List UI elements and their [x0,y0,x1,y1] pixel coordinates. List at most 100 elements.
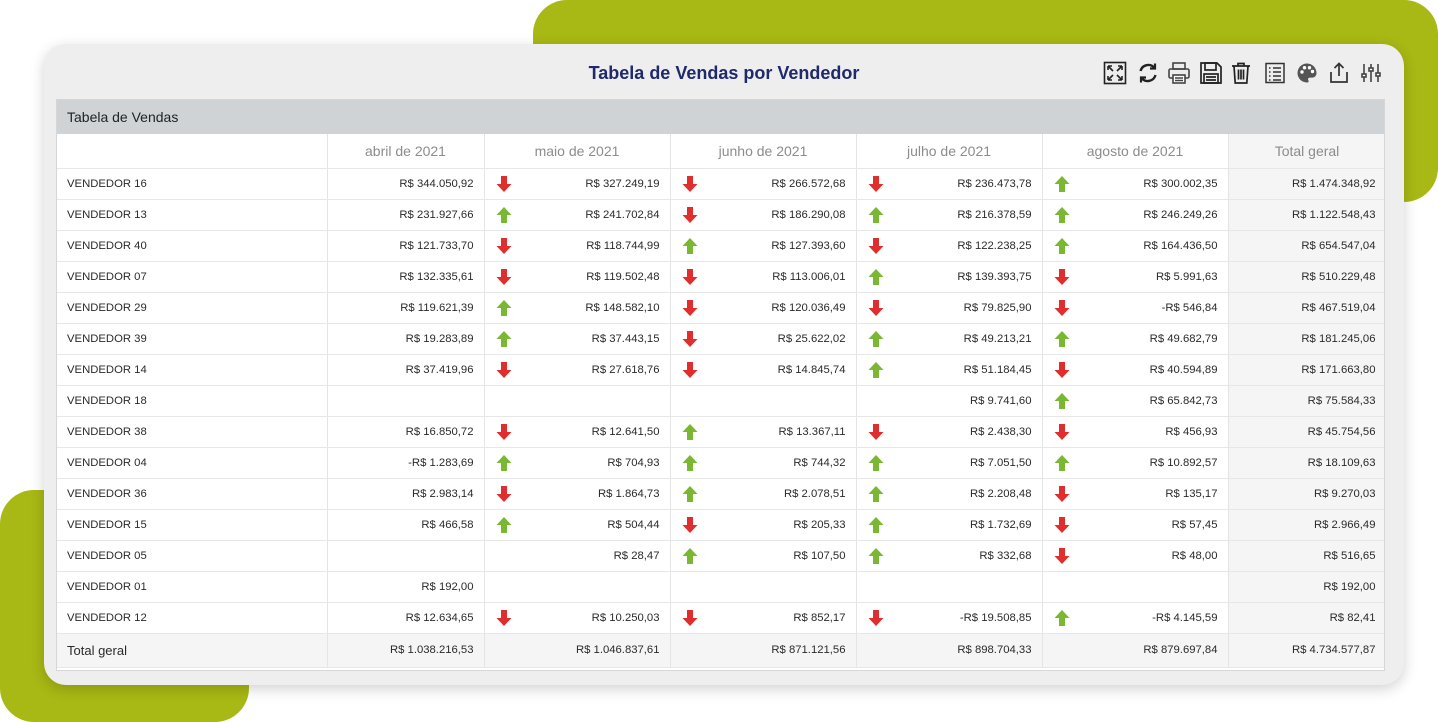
vendor-name-cell: VENDEDOR 13 [57,199,327,230]
value-cell: R$ 12.634,65 [327,602,484,633]
value-cell: R$ 2.078,51 [670,478,856,509]
cell-value: R$ 2.983,14 [412,488,474,500]
share-icon[interactable] [1326,59,1352,87]
cell-value: R$ 852,17 [793,612,845,624]
settings-sliders-icon[interactable] [1358,59,1384,87]
value-cell: R$ 186.290,08 [670,199,856,230]
value-cell: R$ 119.502,48 [484,261,670,292]
column-header-total[interactable]: Total geral [1228,134,1385,168]
value-cell: R$ 107,50 [670,540,856,571]
table-row: VENDEDOR 14 R$ 37.419,96 R$ 27.618,76 R$ 14… [57,354,1385,385]
expand-icon[interactable] [1102,59,1128,87]
cell-value: R$ 231.927,66 [399,209,473,221]
value-cell: -R$ 4.145,59 [1042,602,1228,633]
table-row: VENDEDOR 13 R$ 231.927,66 R$ 241.702,84 R$ … [57,199,1385,230]
table-body: VENDEDOR 16 R$ 344.050,92 R$ 327.249,19 R$ … [57,168,1385,667]
cell-value: -R$ 4.145,59 [1152,612,1217,624]
value-cell: R$ 13.367,11 [670,416,856,447]
cell-value: R$ 49.213,21 [964,333,1032,345]
cell-value: R$ 1.732,69 [970,519,1032,531]
cell-value: R$ 119.502,48 [586,271,659,283]
row-total-cell: R$ 171.663,80 [1228,354,1385,385]
print-icon[interactable] [1166,59,1192,87]
value-cell: -R$ 546,84 [1042,292,1228,323]
cell-value: R$ 37.443,15 [592,333,660,345]
value-cell: R$ 51.184,45 [856,354,1042,385]
value-cell: R$ 49.682,79 [1042,323,1228,354]
palette-icon[interactable] [1294,59,1320,87]
cell-value: R$ 2.438,30 [970,426,1032,438]
cell-value: R$ 49.682,79 [1150,333,1218,345]
column-header[interactable]: maio de 2021 [484,134,670,168]
trash-icon[interactable] [1228,59,1254,87]
grand-total-label: Total geral [57,633,327,667]
cell-value: -R$ 546,84 [1162,302,1218,314]
grand-total-sum: R$ 4.734.577,87 [1228,633,1385,667]
value-cell: R$ 231.927,66 [327,199,484,230]
cell-value: R$ 236.473,78 [957,178,1031,190]
cell-value: R$ 119.621,39 [400,302,473,314]
cell-value: R$ 332,68 [979,550,1031,562]
save-icon[interactable] [1198,59,1224,87]
table-row: VENDEDOR 39 R$ 19.283,89 R$ 37.443,15 R$ 25… [57,323,1385,354]
cell-value: R$ 205,33 [793,519,845,531]
value-cell: R$ 704,93 [484,447,670,478]
cell-value: R$ 19.283,89 [406,333,474,345]
value-cell: R$ 65.842,73 [1042,385,1228,416]
cell-value: R$ 132.335,61 [399,271,473,283]
cell-value: R$ 192,00 [421,581,473,593]
value-cell: R$ 127.393,60 [670,230,856,261]
row-total-cell: R$ 1.122.548,43 [1228,199,1385,230]
value-cell: R$ 2.438,30 [856,416,1042,447]
value-cell: R$ 300.002,35 [1042,168,1228,199]
column-header[interactable]: abril de 2021 [327,134,484,168]
row-total-cell: R$ 18.109,63 [1228,447,1385,478]
column-header[interactable]: julho de 2021 [856,134,1042,168]
value-cell: R$ 135,17 [1042,478,1228,509]
table-header-row: abril de 2021 maio de 2021 junho de 2021 ju… [57,134,1385,168]
grand-total-cell: R$ 1.038.216,53 [327,633,484,667]
grand-total-cell: R$ 1.046.837,61 [484,633,670,667]
row-total-cell: R$ 467.519,04 [1228,292,1385,323]
cell-value: R$ 13.367,11 [779,426,846,438]
cell-value: R$ 139.393,75 [957,271,1031,283]
value-cell: R$ 28,47 [484,540,670,571]
cell-value: R$ 37.419,96 [406,364,474,376]
column-header[interactable]: junho de 2021 [670,134,856,168]
value-cell: R$ 120.036,49 [670,292,856,323]
value-cell: R$ 118.744,99 [484,230,670,261]
cell-value: R$ 40.594,89 [1150,364,1218,376]
cell-value: R$ 744,32 [793,457,845,469]
sales-table: abril de 2021 maio de 2021 junho de 2021 ju… [57,134,1385,668]
cell-value: R$ 28,47 [614,550,660,562]
column-header[interactable]: agosto de 2021 [1042,134,1228,168]
report-card: Tabela de Vendas por Vendedor Tabela de … [44,44,1404,685]
row-total-cell: R$ 510.229,48 [1228,261,1385,292]
cell-value: R$ 65.842,73 [1150,395,1218,407]
value-cell: R$ 852,17 [670,602,856,633]
value-cell: R$ 246.249,26 [1042,199,1228,230]
refresh-icon[interactable] [1135,59,1161,87]
value-cell: R$ 205,33 [670,509,856,540]
row-total-cell: R$ 181.245,06 [1228,323,1385,354]
value-cell [670,385,856,416]
cell-value: R$ 12.634,65 [406,612,474,624]
cell-value: R$ 504,44 [607,519,659,531]
value-cell [856,571,1042,602]
vendor-name-cell: VENDEDOR 04 [57,447,327,478]
value-cell: R$ 40.594,89 [1042,354,1228,385]
column-header[interactable] [57,134,327,168]
value-cell: R$ 79.825,90 [856,292,1042,323]
value-cell: R$ 148.582,10 [484,292,670,323]
value-cell: R$ 139.393,75 [856,261,1042,292]
vendor-name-cell: VENDEDOR 39 [57,323,327,354]
vendor-name-cell: VENDEDOR 14 [57,354,327,385]
value-cell: R$ 19.283,89 [327,323,484,354]
value-cell: R$ 332,68 [856,540,1042,571]
vendor-name-cell: VENDEDOR 18 [57,385,327,416]
table-row: VENDEDOR 29 R$ 119.621,39 R$ 148.582,10 R$ … [57,292,1385,323]
value-cell: R$ 113.006,01 [670,261,856,292]
list-icon[interactable] [1262,59,1288,87]
table-row: VENDEDOR 36 R$ 2.983,14 R$ 1.864,73 R$ 2.07… [57,478,1385,509]
cell-value: R$ 704,93 [607,457,659,469]
